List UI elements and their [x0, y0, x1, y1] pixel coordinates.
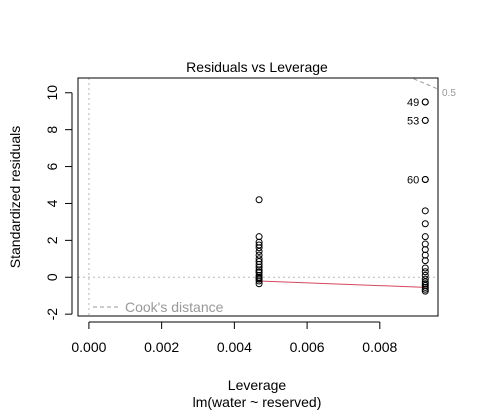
x-tick-label: 0.002 — [144, 339, 179, 355]
plot-annotations: 49 53 60 0.5 Cook's distance — [93, 88, 456, 315]
smoother-line — [259, 281, 425, 287]
outlier-point-60 — [422, 176, 428, 182]
y-tick-label: 2 — [44, 236, 60, 244]
outlier-label-49: 49 — [407, 97, 419, 109]
x-tick-label: 0.006 — [290, 339, 325, 355]
y-tick-label: 0 — [44, 273, 60, 281]
y-tick-label: 4 — [44, 199, 60, 207]
outlier-point-53 — [422, 117, 428, 123]
cooks-distance-contour — [394, 71, 438, 89]
contour-label: 0.5 — [442, 88, 456, 99]
y-tick-label: -2 — [44, 308, 60, 321]
y-tick-label: 8 — [44, 126, 60, 134]
data-point — [256, 197, 262, 203]
data-point — [422, 234, 428, 240]
chart-title: Residuals vs Leverage — [186, 59, 328, 75]
y-tick-label: 10 — [44, 85, 60, 101]
outlier-label-53: 53 — [407, 115, 419, 127]
y-axis-label: Standardized residuals — [7, 126, 23, 268]
x-axis-subtitle: lm(water ~ reserved) — [193, 394, 322, 410]
y-tick-label: 6 — [44, 162, 60, 170]
outlier-label-60: 60 — [407, 174, 419, 186]
x-axis-label: Leverage — [228, 377, 287, 393]
plot-area — [78, 71, 438, 316]
x-tick-label: 0.008 — [362, 339, 397, 355]
data-point — [422, 221, 428, 227]
x-tick-label: 0.000 — [71, 339, 106, 355]
x-tick-label: 0.004 — [217, 339, 252, 355]
data-point — [422, 208, 428, 214]
outlier-point-49 — [422, 99, 428, 105]
legend-label: Cook's distance — [125, 299, 224, 315]
y-axis: -2 0 2 4 6 8 10 — [44, 85, 72, 321]
x-axis: 0.000 0.002 0.004 0.006 0.008 — [71, 322, 397, 355]
